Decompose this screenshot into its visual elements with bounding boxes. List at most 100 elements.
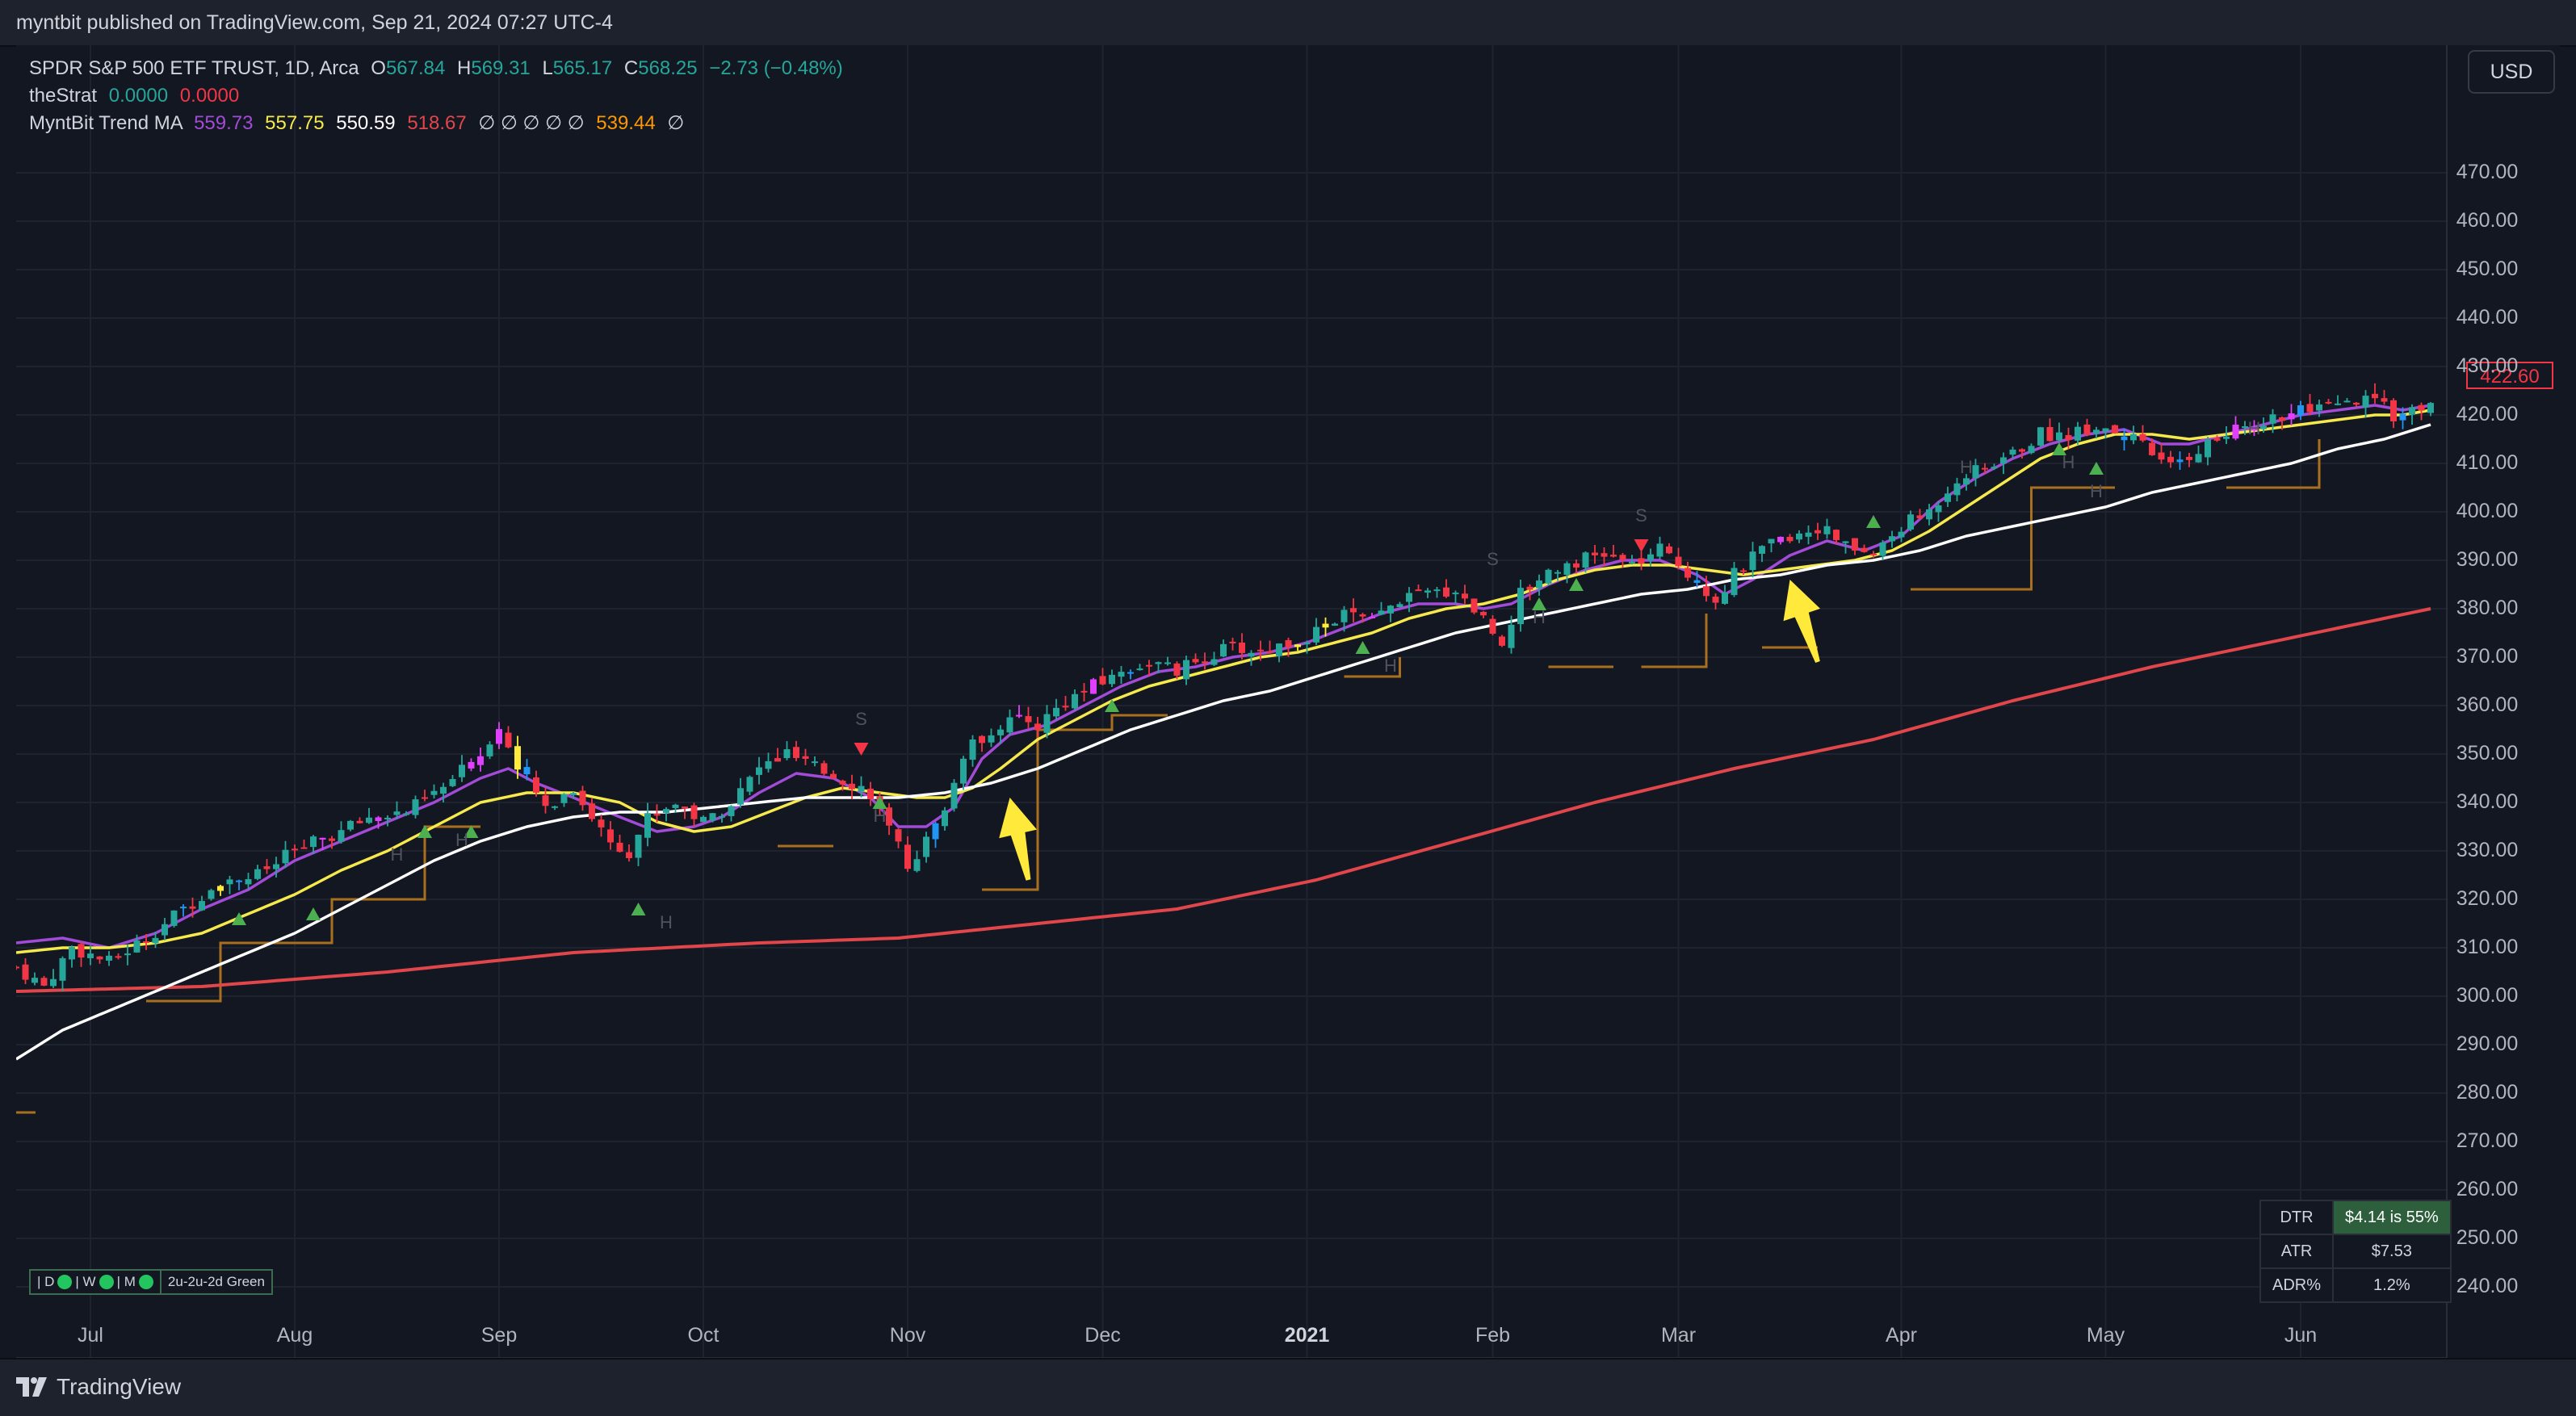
- currency-button[interactable]: USD: [2468, 50, 2555, 94]
- candle-body: [979, 735, 985, 744]
- candle-body: [1953, 483, 1961, 496]
- support-step-line: [982, 714, 1168, 891]
- candle-body: [2167, 456, 2174, 463]
- candle-body: [2409, 407, 2415, 415]
- candle-body: [1796, 533, 1802, 540]
- candle-body: [412, 799, 419, 815]
- candle-body: [2205, 440, 2211, 458]
- candle-body: [1462, 593, 1468, 599]
- atr-value: $7.53: [2332, 1234, 2452, 1269]
- candle-body: [2343, 400, 2351, 403]
- candle-body: [1369, 616, 1375, 618]
- strat-value-1: 0.0000: [108, 85, 169, 107]
- candle-body: [728, 806, 735, 816]
- candle-body: [1675, 556, 1682, 567]
- candle-body: [1759, 546, 1765, 554]
- candle-body: [1861, 547, 1868, 552]
- candle-body: [245, 879, 252, 885]
- candle-body: [236, 880, 242, 882]
- signal-up-marker: [1105, 699, 1119, 712]
- candle-body: [292, 848, 298, 851]
- candle-body: [2372, 393, 2378, 399]
- y-tick-label: 460.00: [2456, 209, 2519, 232]
- candle-body: [40, 978, 48, 986]
- y-tick-label: 350.00: [2456, 742, 2519, 765]
- pattern-letter: H: [391, 844, 404, 865]
- candle-body: [170, 910, 178, 926]
- candle-body: [1378, 610, 1385, 615]
- y-tick-label: 310.00: [2456, 936, 2519, 958]
- candle-body: [1303, 643, 1311, 645]
- pattern-letter: H: [1960, 457, 1973, 477]
- candle-body: [1972, 465, 1979, 479]
- day-status-dot: [57, 1275, 73, 1289]
- candle-body: [1146, 664, 1152, 667]
- candle-body: [403, 813, 409, 815]
- support-step-line: [1911, 486, 2115, 591]
- candle-body: [356, 820, 363, 823]
- candle-body: [1471, 598, 1478, 613]
- adr-row: ADR% 1.2%: [2259, 1267, 2452, 1303]
- candle-body: [124, 953, 131, 956]
- candle-body: [338, 830, 345, 842]
- candle-body: [2009, 449, 2016, 455]
- candle-body: [616, 842, 623, 853]
- candle-body: [2065, 434, 2072, 441]
- candle-body: [1889, 536, 1895, 542]
- candle-body: [579, 790, 586, 806]
- candle-body: [1712, 597, 1719, 603]
- candle-body: [1935, 505, 1942, 513]
- week-status-dot: [99, 1275, 114, 1289]
- pattern-letter: H: [660, 912, 673, 932]
- candle-body: [1433, 589, 1441, 592]
- candle-body: [560, 794, 568, 803]
- candle-body: [208, 890, 215, 899]
- candle-body: [1499, 636, 1505, 646]
- candle-body: [2121, 436, 2128, 441]
- candle-body: [1127, 672, 1134, 674]
- signal-up-marker: [232, 912, 246, 925]
- y-tick-label: 250.00: [2456, 1226, 2519, 1249]
- candle-body: [2427, 403, 2434, 413]
- candle-body: [2232, 424, 2239, 439]
- candle-body: [1684, 568, 1691, 578]
- candle-body: [78, 944, 85, 958]
- tradingview-logo[interactable]: TradingView: [16, 1374, 181, 1400]
- ma-slow-line: [16, 423, 2431, 1061]
- candle-body: [523, 767, 531, 775]
- candle-body: [1016, 714, 1022, 717]
- close-value: 568.25: [638, 57, 698, 79]
- candle-body: [1629, 561, 1635, 563]
- candle-body: [1833, 530, 1840, 541]
- candle-body: [96, 956, 103, 960]
- footer: TradingView: [0, 1358, 2576, 1416]
- y-tick-label: 340.00: [2456, 790, 2519, 813]
- adr-value: 1.2%: [2332, 1267, 2452, 1303]
- candle-body: [1090, 679, 1097, 694]
- candle-body: [2362, 396, 2369, 408]
- publish-header: myntbit published on TradingView.com, Se…: [0, 0, 2576, 47]
- candle-body: [820, 763, 828, 774]
- y-tick-label: 370.00: [2456, 645, 2519, 668]
- candle-body: [589, 803, 595, 819]
- candle-body: [765, 760, 772, 769]
- candle-body: [2195, 454, 2202, 463]
- x-tick-label: Jun: [2284, 1324, 2318, 1347]
- candle-body: [1740, 570, 1747, 572]
- candle-body: [1350, 608, 1357, 613]
- candle-body: [2075, 426, 2081, 441]
- candle-body: [1229, 641, 1236, 643]
- candle-body: [1945, 493, 1951, 502]
- candle-body: [746, 777, 753, 792]
- candle-body: [1852, 538, 1858, 551]
- candle-body: [1173, 663, 1181, 676]
- candle-body: [1666, 546, 1672, 554]
- candle-body: [226, 879, 233, 885]
- candle-body: [783, 749, 791, 759]
- pattern-letter: H: [1533, 607, 1546, 627]
- candle-body: [2297, 405, 2304, 416]
- y-tick-label: 410.00: [2456, 451, 2519, 474]
- candle-body: [1815, 530, 1821, 534]
